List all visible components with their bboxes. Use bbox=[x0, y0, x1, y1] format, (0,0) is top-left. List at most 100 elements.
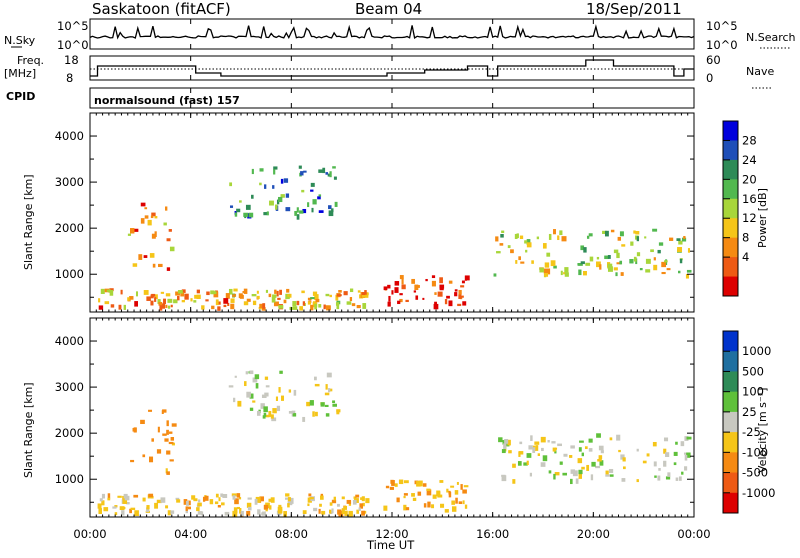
scatter-cell bbox=[681, 471, 684, 475]
scatter-cell bbox=[553, 265, 557, 269]
scatter-cell bbox=[144, 207, 148, 210]
scatter-cell bbox=[121, 510, 125, 516]
scatter-cell bbox=[338, 510, 344, 517]
scatter-cell bbox=[412, 497, 417, 501]
scatter-cell bbox=[600, 450, 604, 454]
noise-right-tick-bottom: 10^0 bbox=[706, 38, 738, 52]
power-colorbar-tick-label: 28 bbox=[742, 133, 757, 147]
scatter-cell bbox=[251, 194, 254, 199]
scatter-cell bbox=[550, 260, 556, 267]
scatter-cell bbox=[276, 290, 279, 297]
scatter-cell bbox=[273, 169, 276, 175]
scatter-cell bbox=[265, 385, 270, 388]
scatter-cell bbox=[684, 436, 689, 441]
scatter-cell bbox=[422, 297, 425, 300]
scatter-cell bbox=[462, 489, 467, 494]
scatter-cell bbox=[222, 494, 228, 499]
scatter-cell bbox=[251, 168, 254, 175]
scatter-cell bbox=[243, 212, 249, 217]
scatter-cell bbox=[580, 245, 585, 251]
scatter-cell bbox=[237, 400, 242, 407]
scatter-cell bbox=[333, 176, 337, 180]
scatter-cell bbox=[389, 486, 394, 490]
scatter-cell bbox=[302, 208, 307, 214]
scatter-cell bbox=[595, 465, 601, 469]
scatter-cell bbox=[285, 207, 291, 212]
scatter-cell bbox=[237, 506, 241, 510]
scatter-cell bbox=[684, 466, 688, 471]
scatter-cell bbox=[403, 495, 406, 499]
scatter-cell bbox=[324, 392, 330, 396]
scatter-cell bbox=[583, 271, 587, 276]
scatter-cell bbox=[616, 434, 621, 441]
power-colorbar-swatch bbox=[723, 159, 738, 180]
scatter-cell bbox=[357, 290, 361, 293]
velocity-colorbar-tick-label: -500 bbox=[742, 466, 768, 480]
scatter-cell bbox=[621, 244, 626, 247]
scatter-cell bbox=[214, 501, 219, 505]
scatter-cell bbox=[422, 483, 427, 487]
scatter-cell bbox=[166, 238, 171, 242]
scatter-cell bbox=[154, 297, 157, 302]
scatter-cell bbox=[544, 262, 550, 268]
scatter-cell bbox=[322, 167, 326, 174]
scatter-cell bbox=[163, 222, 167, 226]
scatter-cell bbox=[318, 169, 323, 173]
scatter-cell bbox=[650, 249, 654, 253]
scatter-cell bbox=[307, 301, 312, 305]
scatter-cell bbox=[185, 506, 188, 511]
scatter-cell bbox=[224, 511, 230, 516]
scatter-cell bbox=[548, 233, 552, 240]
scatter-cell bbox=[317, 196, 321, 200]
scatter-cell bbox=[265, 414, 270, 418]
scatter-cell bbox=[332, 403, 337, 407]
scatter-cell bbox=[299, 210, 304, 214]
y-tick-label: 2000 bbox=[55, 426, 84, 440]
velocity-colorbar-label: Velocity [m s⁻¹] bbox=[756, 388, 769, 473]
scatter-cell bbox=[346, 499, 352, 504]
frequency-line bbox=[90, 59, 694, 77]
scatter-cell bbox=[329, 509, 332, 514]
scatter-cell bbox=[661, 261, 667, 268]
scatter-cell bbox=[109, 288, 114, 292]
scatter-cell bbox=[448, 300, 453, 307]
scatter-cell bbox=[517, 461, 522, 466]
scatter-cell bbox=[403, 504, 407, 511]
scatter-cell bbox=[425, 278, 428, 282]
scatter-cell bbox=[169, 246, 175, 252]
scatter-cell bbox=[325, 384, 328, 390]
scatter-cell bbox=[163, 298, 166, 305]
scatter-cell bbox=[336, 303, 340, 310]
scatter-cell bbox=[140, 218, 145, 224]
scatter-cell bbox=[642, 460, 647, 464]
scatter-cell bbox=[211, 305, 215, 310]
scatter-cell bbox=[232, 294, 235, 298]
scatter-cell bbox=[458, 294, 462, 299]
scatter-cell bbox=[300, 171, 304, 176]
scatter-cell bbox=[110, 304, 115, 308]
scatter-cell bbox=[160, 291, 165, 294]
scatter-cell bbox=[355, 494, 360, 498]
scatter-cell bbox=[252, 377, 258, 383]
scatter-cell bbox=[636, 252, 641, 257]
scatter-cell bbox=[142, 454, 146, 458]
scatter-cell bbox=[387, 301, 391, 307]
power-colorbar-swatch bbox=[723, 276, 738, 297]
scatter-cell bbox=[570, 469, 575, 474]
scatter-cell bbox=[665, 452, 670, 457]
scatter-cell bbox=[448, 491, 452, 498]
scatter-cell bbox=[661, 271, 666, 275]
scatter-cell bbox=[415, 285, 420, 288]
scatter-cell bbox=[176, 499, 181, 503]
scatter-cell bbox=[464, 275, 468, 281]
scatter-cell bbox=[652, 228, 658, 232]
scatter-cell bbox=[272, 408, 277, 414]
scatter-cell bbox=[323, 304, 326, 310]
scatter-cell bbox=[231, 493, 237, 497]
scatter-cell bbox=[187, 506, 191, 510]
scatter-cell bbox=[292, 413, 297, 417]
scatter-cell bbox=[246, 510, 251, 516]
scatter-cell bbox=[169, 431, 173, 434]
scatter-cell bbox=[252, 300, 257, 306]
scatter-cell bbox=[246, 298, 251, 302]
